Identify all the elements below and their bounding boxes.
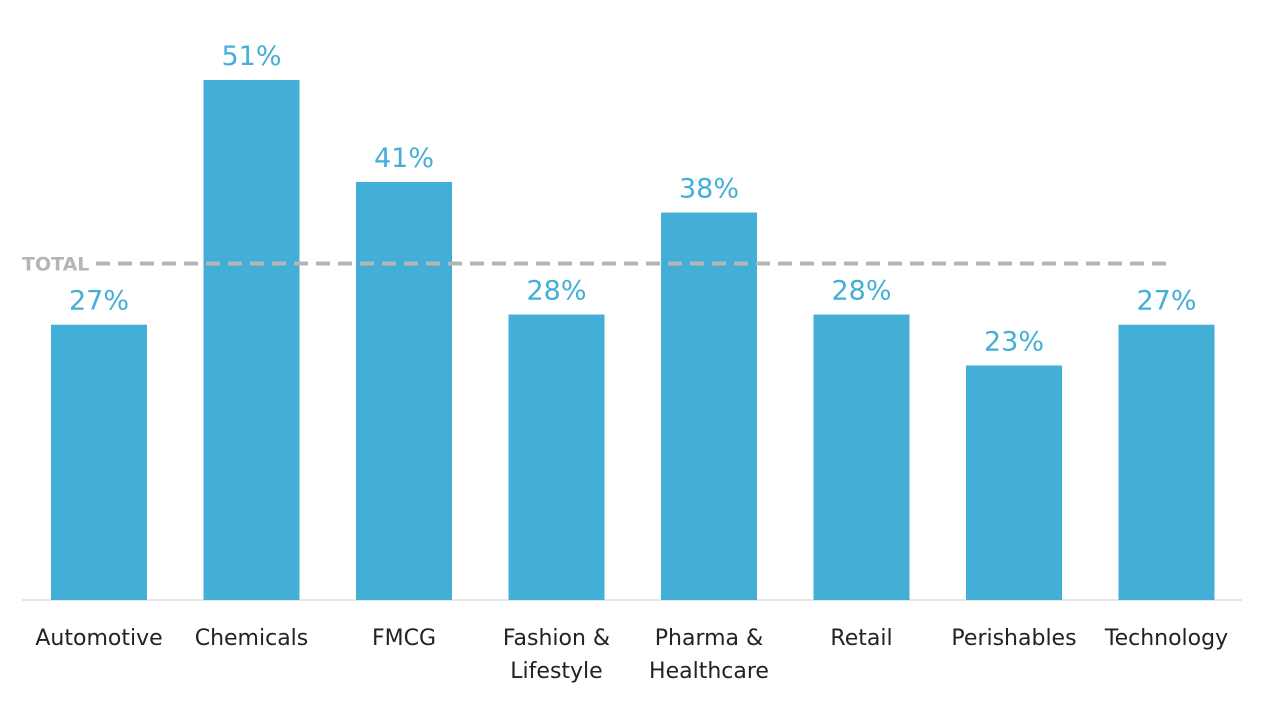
category-label: Pharma & Healthcare — [649, 626, 769, 684]
category-label-line: Healthcare — [649, 659, 769, 684]
total-reference-label: TOTAL — [22, 254, 89, 276]
bar-value-label: 27% — [69, 286, 129, 317]
category-label-line: Lifestyle — [510, 659, 602, 684]
category-label: Chemicals — [195, 626, 309, 651]
bar-value-label: 28% — [526, 276, 586, 307]
bar-value-label: 41% — [374, 143, 434, 174]
category-label: Fashion & Lifestyle — [503, 626, 610, 684]
bars-layer — [51, 80, 1215, 601]
category-label-line: Technology — [1104, 626, 1228, 651]
bar-value-label: 51% — [221, 41, 281, 72]
category-label: Technology — [1104, 626, 1228, 651]
category-label-line: Fashion & — [503, 626, 610, 651]
category-label-line: Automotive — [35, 626, 162, 651]
category-label: Perishables — [951, 626, 1076, 651]
bar — [356, 181, 452, 600]
category-label-line: Retail — [830, 626, 892, 651]
bar — [966, 365, 1062, 600]
category-labels-layer: Automotive Chemicals FMCG Fashion & Lifestyl… — [35, 626, 1228, 684]
labels-layer: 27% 51% 41% 28% 38% 28% 23% 27% — [69, 41, 1197, 357]
bar-value-label: 27% — [1136, 286, 1196, 317]
bar — [203, 80, 300, 600]
category-label-line: Perishables — [951, 626, 1076, 651]
bar — [51, 324, 147, 600]
category-label-line: Chemicals — [195, 626, 309, 651]
bar — [661, 212, 757, 601]
category-label-line: Pharma & — [655, 626, 763, 651]
bar — [813, 314, 910, 600]
category-label-line: FMCG — [372, 626, 436, 651]
bar — [1118, 324, 1215, 600]
reference-line-group: TOTAL — [22, 254, 1168, 276]
bar-value-label: 38% — [679, 174, 739, 205]
category-label: Retail — [830, 626, 892, 651]
bar-value-label: 23% — [984, 326, 1044, 357]
category-label: Automotive — [35, 626, 162, 651]
category-label: FMCG — [372, 626, 436, 651]
bar — [508, 314, 605, 600]
bar-value-label: 28% — [831, 276, 891, 307]
